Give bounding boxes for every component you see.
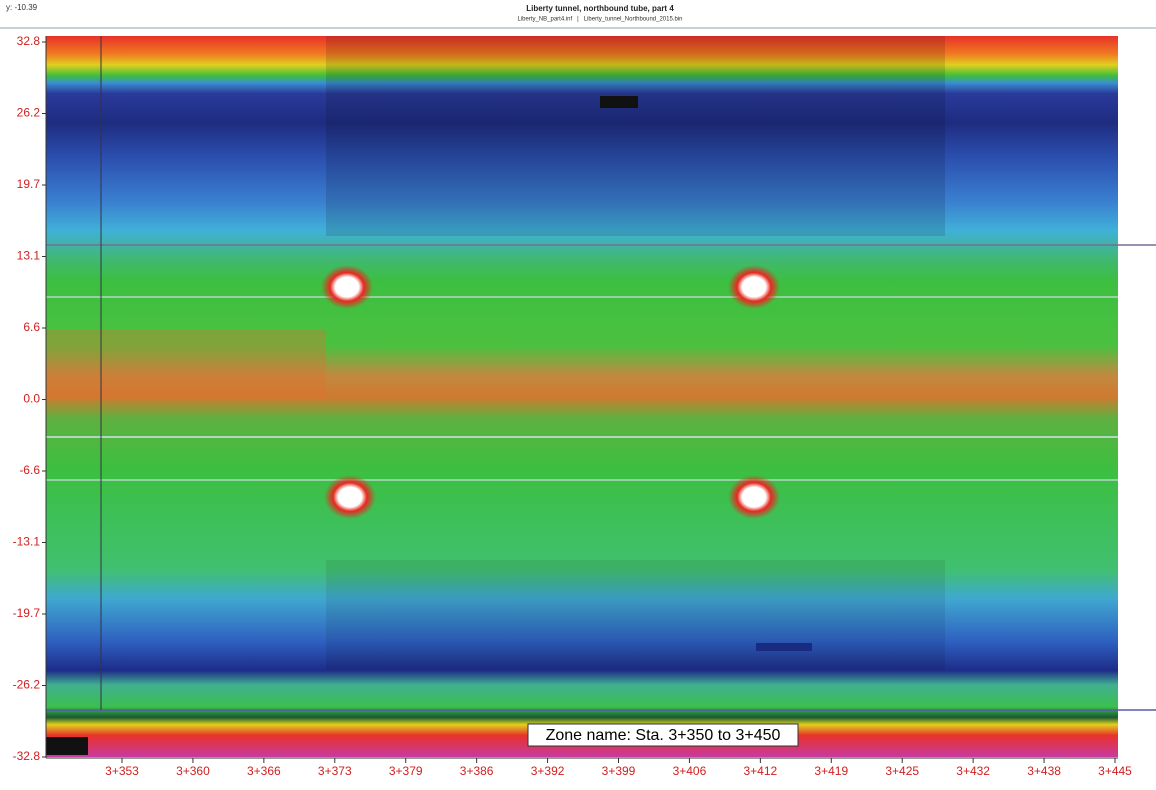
- y-tick-label: 0.0: [23, 392, 40, 406]
- x-tick-label: 3+366: [247, 764, 281, 778]
- y-tick-label: -13.1: [13, 535, 41, 549]
- x-tick-label: 3+438: [1027, 764, 1061, 778]
- x-tick-label: 3+412: [744, 764, 778, 778]
- subtitle: Liberty_NB_part4.inf | Liberty_tunnel_No…: [517, 17, 682, 23]
- y-tick-label: -6.6: [19, 463, 40, 477]
- x-tick-label: 3+399: [602, 764, 636, 778]
- y-tick-label: 26.2: [17, 106, 41, 120]
- y-tick-label: -19.7: [13, 606, 41, 620]
- y-tick-label: 13.1: [17, 249, 41, 263]
- x-tick-label: 3+373: [318, 764, 352, 778]
- x-tick-label: 3+445: [1098, 764, 1132, 778]
- x-tick-label: 3+425: [885, 764, 919, 778]
- y-tick-label: 32.8: [17, 34, 41, 48]
- zone-label: Zone name: Sta. 3+350 to 3+450: [546, 727, 781, 744]
- y-tick-label: 6.6: [23, 320, 40, 334]
- cursor-readout: y: -10.39: [6, 3, 38, 12]
- x-tick-label: 3+353: [105, 764, 139, 778]
- x-tick-label: 3+432: [956, 764, 990, 778]
- y-tick-label: -32.8: [13, 749, 41, 763]
- y-tick-label: 19.7: [17, 177, 41, 191]
- x-tick-label: 3+392: [531, 764, 565, 778]
- x-tick-label: 3+360: [176, 764, 210, 778]
- y-tick-label: -26.2: [13, 678, 41, 692]
- x-tick-label: 3+406: [673, 764, 707, 778]
- x-tick-label: 3+379: [389, 764, 423, 778]
- title: Liberty tunnel, northbound tube, part 4: [526, 4, 674, 13]
- x-tick-label: 3+386: [460, 764, 494, 778]
- viewer: y: -10.39 Liberty tunnel, northbound tub…: [0, 0, 1156, 785]
- x-tick-label: 3+419: [814, 764, 848, 778]
